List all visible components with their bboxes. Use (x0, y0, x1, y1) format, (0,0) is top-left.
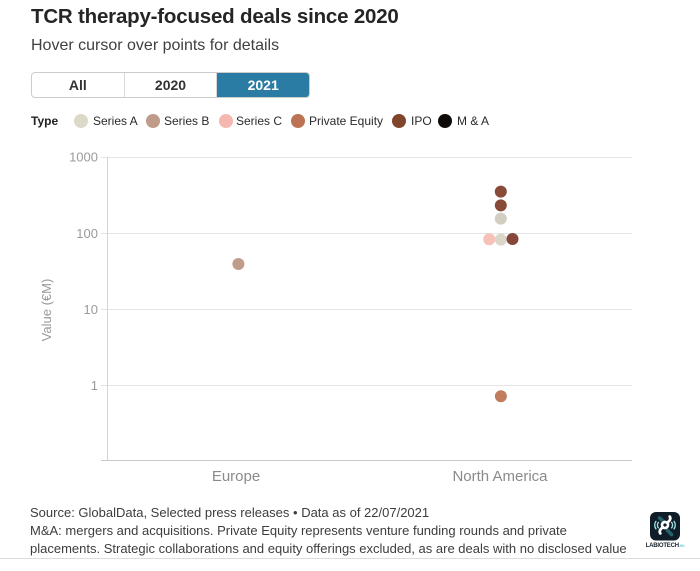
svg-text:Value (€M): Value (€M) (39, 279, 54, 342)
svg-text:1000: 1000 (69, 150, 98, 165)
svg-text:100: 100 (76, 226, 98, 241)
svg-text:LABIOTECH.eu: LABIOTECH.eu (646, 543, 685, 549)
svg-text:1: 1 (91, 378, 98, 393)
svg-text:Europe: Europe (212, 468, 260, 485)
svg-text:10: 10 (84, 302, 98, 317)
svg-text:North America: North America (452, 468, 548, 485)
